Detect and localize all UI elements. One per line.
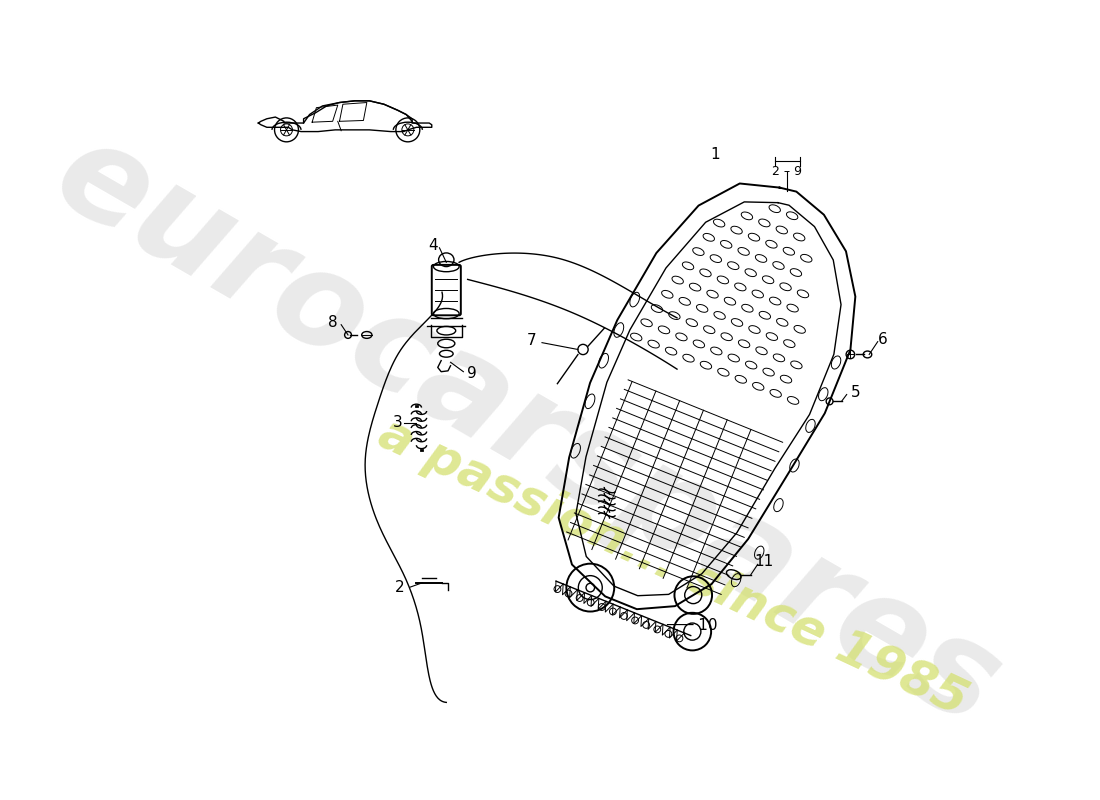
Text: 9: 9: [468, 366, 476, 381]
Text: 8: 8: [328, 314, 338, 330]
Text: 4: 4: [428, 238, 438, 253]
Text: 7: 7: [527, 334, 537, 349]
Text: 11: 11: [755, 554, 773, 570]
Text: 1: 1: [711, 147, 720, 162]
Text: ─── 10: ─── 10: [666, 618, 717, 633]
Text: eurocarspares: eurocarspares: [34, 109, 1022, 753]
Text: 2: 2: [395, 579, 404, 594]
Text: a passion... since 1985: a passion... since 1985: [371, 410, 975, 726]
Text: 6: 6: [878, 331, 888, 346]
Text: 5: 5: [850, 386, 860, 400]
Text: 2 – 9: 2 – 9: [772, 166, 803, 178]
Text: 3: 3: [393, 415, 403, 430]
